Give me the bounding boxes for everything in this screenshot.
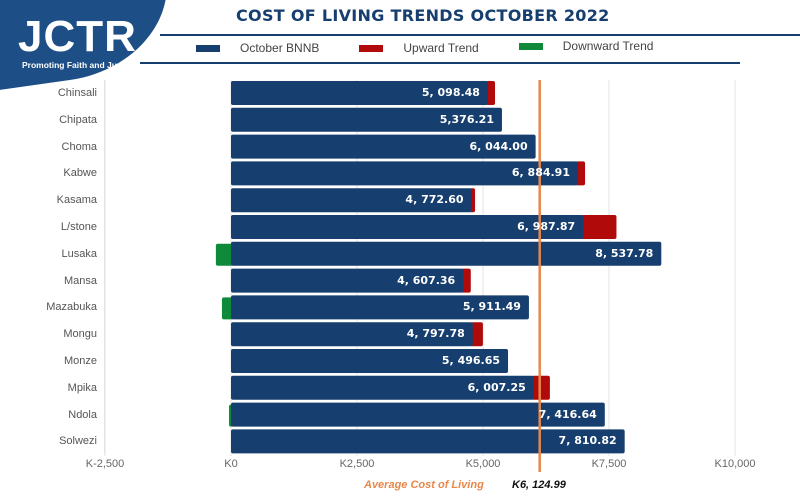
x-tick-label: K0 xyxy=(224,458,238,470)
category-label: Lusaka xyxy=(61,247,97,260)
legend-swatch xyxy=(196,44,220,52)
category-label: Kabwe xyxy=(63,167,97,180)
data-label: 5,376.21 xyxy=(439,112,494,126)
data-label: 4, 607.36 xyxy=(397,273,456,287)
data-label: 6, 007.25 xyxy=(467,380,526,394)
bar-october-bnnb xyxy=(231,161,578,186)
data-label: 4, 772.60 xyxy=(405,193,464,207)
legend-rule xyxy=(140,62,740,64)
data-label: 5, 496.65 xyxy=(441,354,501,367)
legend-item-bnnb: October BNNB xyxy=(196,41,319,55)
bar-october-bnnb xyxy=(231,188,472,213)
bar-october-bnnb xyxy=(231,375,534,400)
bar-october-bnnb xyxy=(231,241,662,266)
legend-swatch xyxy=(359,44,384,52)
bar-october-bnnb xyxy=(231,215,584,239)
bar-october-bnnb xyxy=(231,268,464,293)
data-label: 6, 987.87 xyxy=(517,220,576,233)
reference-line-label: Average Cost of Living xyxy=(364,479,484,491)
x-tick-label: K-2,500 xyxy=(85,458,125,470)
logo: JCTR xyxy=(18,12,137,61)
bar-downward-trend xyxy=(221,297,233,320)
category-label: Mpika xyxy=(67,381,97,394)
bar-upward-trend xyxy=(461,268,471,293)
category-label: Mazabuka xyxy=(46,301,97,314)
category-label: Ndola xyxy=(68,408,97,421)
category-label: Monze xyxy=(63,355,97,367)
category-label: L/stone xyxy=(60,221,97,233)
bar-upward-trend xyxy=(575,161,586,186)
bar-october-bnnb xyxy=(231,349,509,373)
legend-item-upward: Upward Trend xyxy=(359,41,479,55)
category-label: Chinsali xyxy=(57,87,97,99)
legend: October BNNB Upward Trend Downward Trend xyxy=(196,39,693,55)
bar-october-bnnb xyxy=(231,81,488,105)
bar-upward-trend xyxy=(470,322,483,347)
bar-upward-trend xyxy=(485,81,496,105)
data-label: 8, 537.78 xyxy=(595,246,654,260)
bar-october-bnnb xyxy=(231,107,502,132)
category-label: Kasama xyxy=(56,194,97,207)
x-tick-label: K5,000 xyxy=(465,458,501,470)
bar-downward-trend xyxy=(215,243,233,266)
category-label: Solwezi xyxy=(59,435,97,448)
reference-line-value: K6, 124.99 xyxy=(512,479,566,491)
data-label: 6, 044.00 xyxy=(469,139,528,153)
legend-label: Downward Trend xyxy=(562,39,654,53)
bar-october-bnnb xyxy=(231,402,605,427)
data-label: 5, 911.49 xyxy=(462,300,521,314)
data-label: 7, 810.82 xyxy=(558,434,617,448)
legend-label: Upward Trend xyxy=(403,41,479,55)
bar-upward-trend xyxy=(581,215,617,239)
x-tick-label: K2,500 xyxy=(339,458,375,470)
title-rule xyxy=(160,34,800,36)
legend-item-downward: Downward Trend xyxy=(518,37,654,55)
data-label: 6, 884.91 xyxy=(511,166,570,180)
bar-october-bnnb xyxy=(231,295,529,320)
bar-october-bnnb xyxy=(231,322,473,347)
bar-october-bnnb xyxy=(231,429,625,454)
x-tick-label: K7,500 xyxy=(591,458,627,470)
logo-tagline: Promoting Faith and Justice xyxy=(22,60,137,70)
category-label: Mongu xyxy=(63,328,97,341)
x-tick-label: K10,000 xyxy=(714,458,756,470)
legend-label: October BNNB xyxy=(240,41,320,55)
legend-swatch xyxy=(518,42,543,50)
data-label: 5, 098.48 xyxy=(421,86,480,99)
data-label: 7, 416.64 xyxy=(538,407,597,421)
chart-title: COST OF LIVING TRENDS OCTOBER 2022 xyxy=(236,6,610,25)
category-label: Chipata xyxy=(59,113,97,126)
category-label: Mansa xyxy=(63,274,97,287)
category-label: Choma xyxy=(61,140,97,153)
data-label: 4, 797.78 xyxy=(406,327,465,341)
bar-october-bnnb xyxy=(231,134,536,159)
